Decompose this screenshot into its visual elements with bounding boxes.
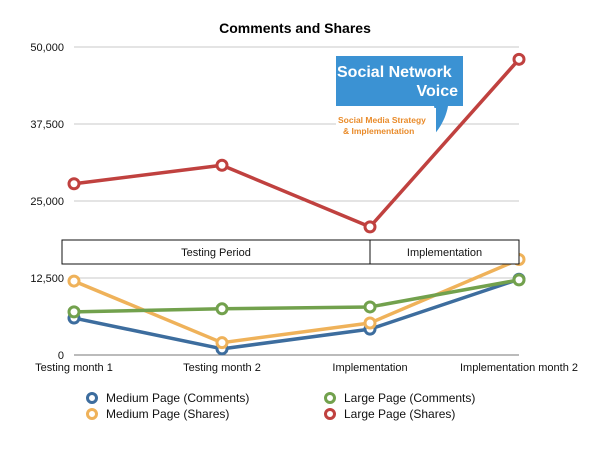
logo-tagline-1: Social Media Strategy	[338, 115, 426, 125]
x-tick-label: Testing month 2	[183, 362, 261, 374]
data-point	[215, 336, 229, 350]
y-tick-label: 37,500	[30, 119, 64, 131]
social-network-voice-logo: Social Network Voice Social Media Strate…	[336, 56, 463, 138]
series-layer	[67, 52, 526, 356]
series-line	[72, 278, 521, 314]
y-tick-label: 12,500	[30, 273, 64, 285]
logo-line-1: Social Network	[337, 64, 452, 81]
x-tick-label: Testing month 1	[35, 362, 113, 374]
legend-marker	[324, 392, 336, 404]
series-2	[67, 273, 526, 319]
legend-label: Large Page (Shares)	[344, 407, 455, 421]
y-axis-ticks: 0 12,500 25,000 37,500 50,000	[30, 42, 64, 362]
data-point	[363, 316, 377, 330]
y-tick-label: 50,000	[30, 42, 64, 54]
series-line	[72, 277, 521, 351]
x-axis-ticks: Testing month 1 Testing month 2 Implementa…	[35, 362, 578, 374]
legend-marker	[324, 408, 336, 420]
legend: Medium Page (Comments) Medium Page (Share…	[86, 391, 475, 421]
period-label: Implementation	[407, 247, 482, 259]
legend-label: Medium Page (Comments)	[106, 391, 249, 405]
x-tick-label: Implementation month 2	[460, 362, 578, 374]
period-band: Testing Period Implementation	[61, 239, 520, 265]
chart-title: Comments and Shares	[219, 20, 371, 36]
data-point	[363, 300, 377, 314]
y-tick-label: 25,000	[30, 196, 64, 208]
logo-tagline-2: & Implementation	[343, 126, 414, 136]
data-point	[215, 302, 229, 316]
series-3	[67, 52, 526, 234]
y-tick-label: 0	[58, 350, 64, 362]
data-point	[363, 220, 377, 234]
legend-marker	[86, 408, 98, 420]
data-point	[512, 273, 526, 287]
series-line	[72, 57, 521, 229]
grid	[74, 46, 519, 356]
logo-line-2: Voice	[417, 83, 459, 100]
data-point	[512, 52, 526, 66]
period-label: Testing Period	[181, 247, 251, 259]
data-point	[215, 158, 229, 172]
data-point	[67, 305, 81, 319]
data-point	[67, 177, 81, 191]
period-box	[369, 239, 520, 265]
logo-tagline-background	[336, 108, 436, 138]
data-point	[67, 274, 81, 288]
logo-speech-bubble	[336, 56, 463, 136]
legend-label: Medium Page (Shares)	[106, 407, 229, 421]
legend-marker	[86, 392, 98, 404]
period-box	[61, 239, 371, 265]
x-tick-label: Implementation	[332, 362, 407, 374]
legend-label: Large Page (Comments)	[344, 391, 475, 405]
